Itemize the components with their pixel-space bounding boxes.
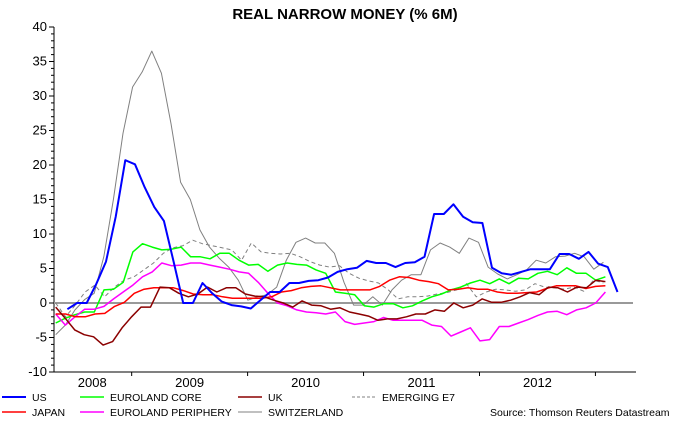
y-tick-label: 20 (33, 157, 47, 172)
source-note: Source: Thomson Reuters Datastream (490, 407, 670, 419)
legend-label-switzerland: SWITZERLAND (268, 407, 344, 419)
y-tick-label: 10 (33, 226, 47, 241)
x-tick-label: 2011 (408, 375, 436, 390)
series-line-us (66, 159, 619, 311)
series-line-euroland-core (55, 242, 606, 324)
series-line-switzerland (55, 50, 604, 336)
axes: -10 -5 0 5 10 15 20 25 30 35 40 2008 2009 2010 2011 201… (28, 19, 636, 390)
legend-label-euroland-periphery: EUROLAND PERIPHERY (110, 407, 232, 419)
x-tick-label: 2008 (78, 375, 107, 390)
legend: US JAPAN EUROLAND CORE EUROLAND PERIPHERY UK… (2, 392, 455, 419)
legend-label-japan: JAPAN (32, 407, 65, 419)
y-tick-label: 0 (40, 295, 47, 310)
legend-label-uk: UK (268, 392, 283, 404)
y-tick-label: 15 (33, 192, 47, 207)
series-line-emerging-e7 (55, 239, 604, 318)
y-tick-label: -10 (28, 364, 47, 379)
y-tick-label: 5 (40, 261, 47, 276)
x-tick-label: 2012 (523, 375, 552, 390)
x-tick-label: 2010 (291, 375, 320, 390)
x-tick-label: 2009 (175, 375, 204, 390)
y-tick-label: 30 (33, 88, 47, 103)
y-tick-label: 35 (33, 54, 47, 69)
legend-label-emerging-e7: EMERGING E7 (382, 392, 455, 404)
series-group (55, 50, 619, 346)
y-tick-label: 40 (33, 19, 47, 34)
y-tick-label: -5 (35, 330, 47, 345)
legend-label-us: US (32, 392, 47, 404)
series-line-japan (55, 276, 606, 318)
series-line-uk (55, 279, 606, 346)
legend-label-euroland-core: EUROLAND CORE (110, 392, 202, 404)
y-tick-label: 25 (33, 123, 47, 138)
chart-title: REAL NARROW MONEY (% 6M) (232, 6, 457, 23)
series-line-euroland-periphery (55, 262, 606, 342)
